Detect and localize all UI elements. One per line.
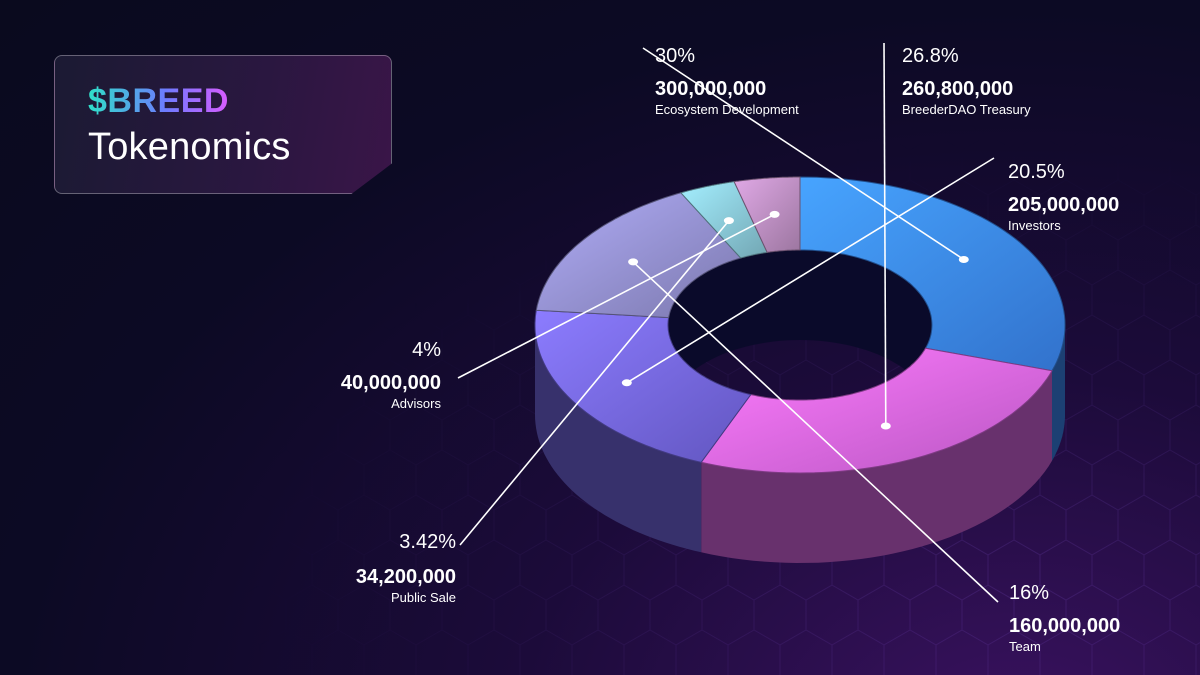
slice-advisors	[733, 176, 801, 253]
leader-dot-4	[723, 217, 734, 225]
leader-line-1	[883, 42, 887, 427]
slice-name: Team	[1009, 639, 1041, 654]
leader-dot-5	[769, 210, 780, 218]
slice-name: BreederDAO Treasury	[902, 102, 1031, 117]
leader-line-3	[632, 261, 999, 603]
donut-hole	[668, 250, 932, 415]
slice-side-0	[1052, 325, 1065, 461]
slice-amount: 260,800,000	[902, 78, 1014, 100]
slice-amount: 34,200,000	[355, 566, 456, 588]
slice-name: Public Sale	[390, 590, 456, 605]
slice-name: Ecosystem Development	[655, 102, 799, 117]
slice-percent: 4%	[412, 339, 441, 361]
label-public-sale: 3.42% 34,200,000 Public Sale	[356, 530, 456, 606]
slice-amount: 205,000,000	[1008, 194, 1120, 216]
slice-percent: 16%	[1009, 582, 1050, 604]
label-breederdao-treasury: 26.8% 260,800,000 BreederDAO Treasury	[902, 44, 1031, 118]
slice-percent: 30%	[655, 45, 696, 67]
slice-percent: 20.5%	[1008, 161, 1065, 183]
label-ecosystem-development: 30% 300,000,000 Ecosystem Development	[655, 44, 799, 118]
slice-percent: 3.42%	[399, 531, 456, 553]
leader-dot-1	[880, 422, 891, 430]
leader-dot-0	[958, 256, 969, 263]
label-team: 16% 160,000,000 Team	[1009, 581, 1120, 655]
title-card: $BREED Tokenomics	[54, 55, 392, 194]
label-advisors: 4% 40,000,000 Advisors	[341, 338, 441, 412]
slice-side-2	[535, 325, 702, 553]
leader-line-5	[457, 213, 775, 379]
leader-dot-2	[621, 379, 632, 387]
slice-name: Investors	[1008, 218, 1061, 233]
leader-line-0	[642, 47, 965, 261]
slice-amount: 40,000,000	[340, 372, 441, 394]
leader-line-4	[459, 220, 730, 546]
slice-name: Advisors	[391, 396, 441, 411]
leader-dot-3	[628, 258, 639, 266]
slice-percent: 26.8%	[902, 45, 959, 67]
leader-line-2	[626, 157, 995, 384]
page-subtitle: Tokenomics	[88, 126, 291, 168]
slice-amount: 160,000,000	[1009, 615, 1121, 637]
label-investors: 20.5% 205,000,000 Investors	[1008, 160, 1119, 234]
slice-amount: 300,000,000	[655, 78, 767, 100]
brand-title: $BREED	[88, 82, 229, 120]
